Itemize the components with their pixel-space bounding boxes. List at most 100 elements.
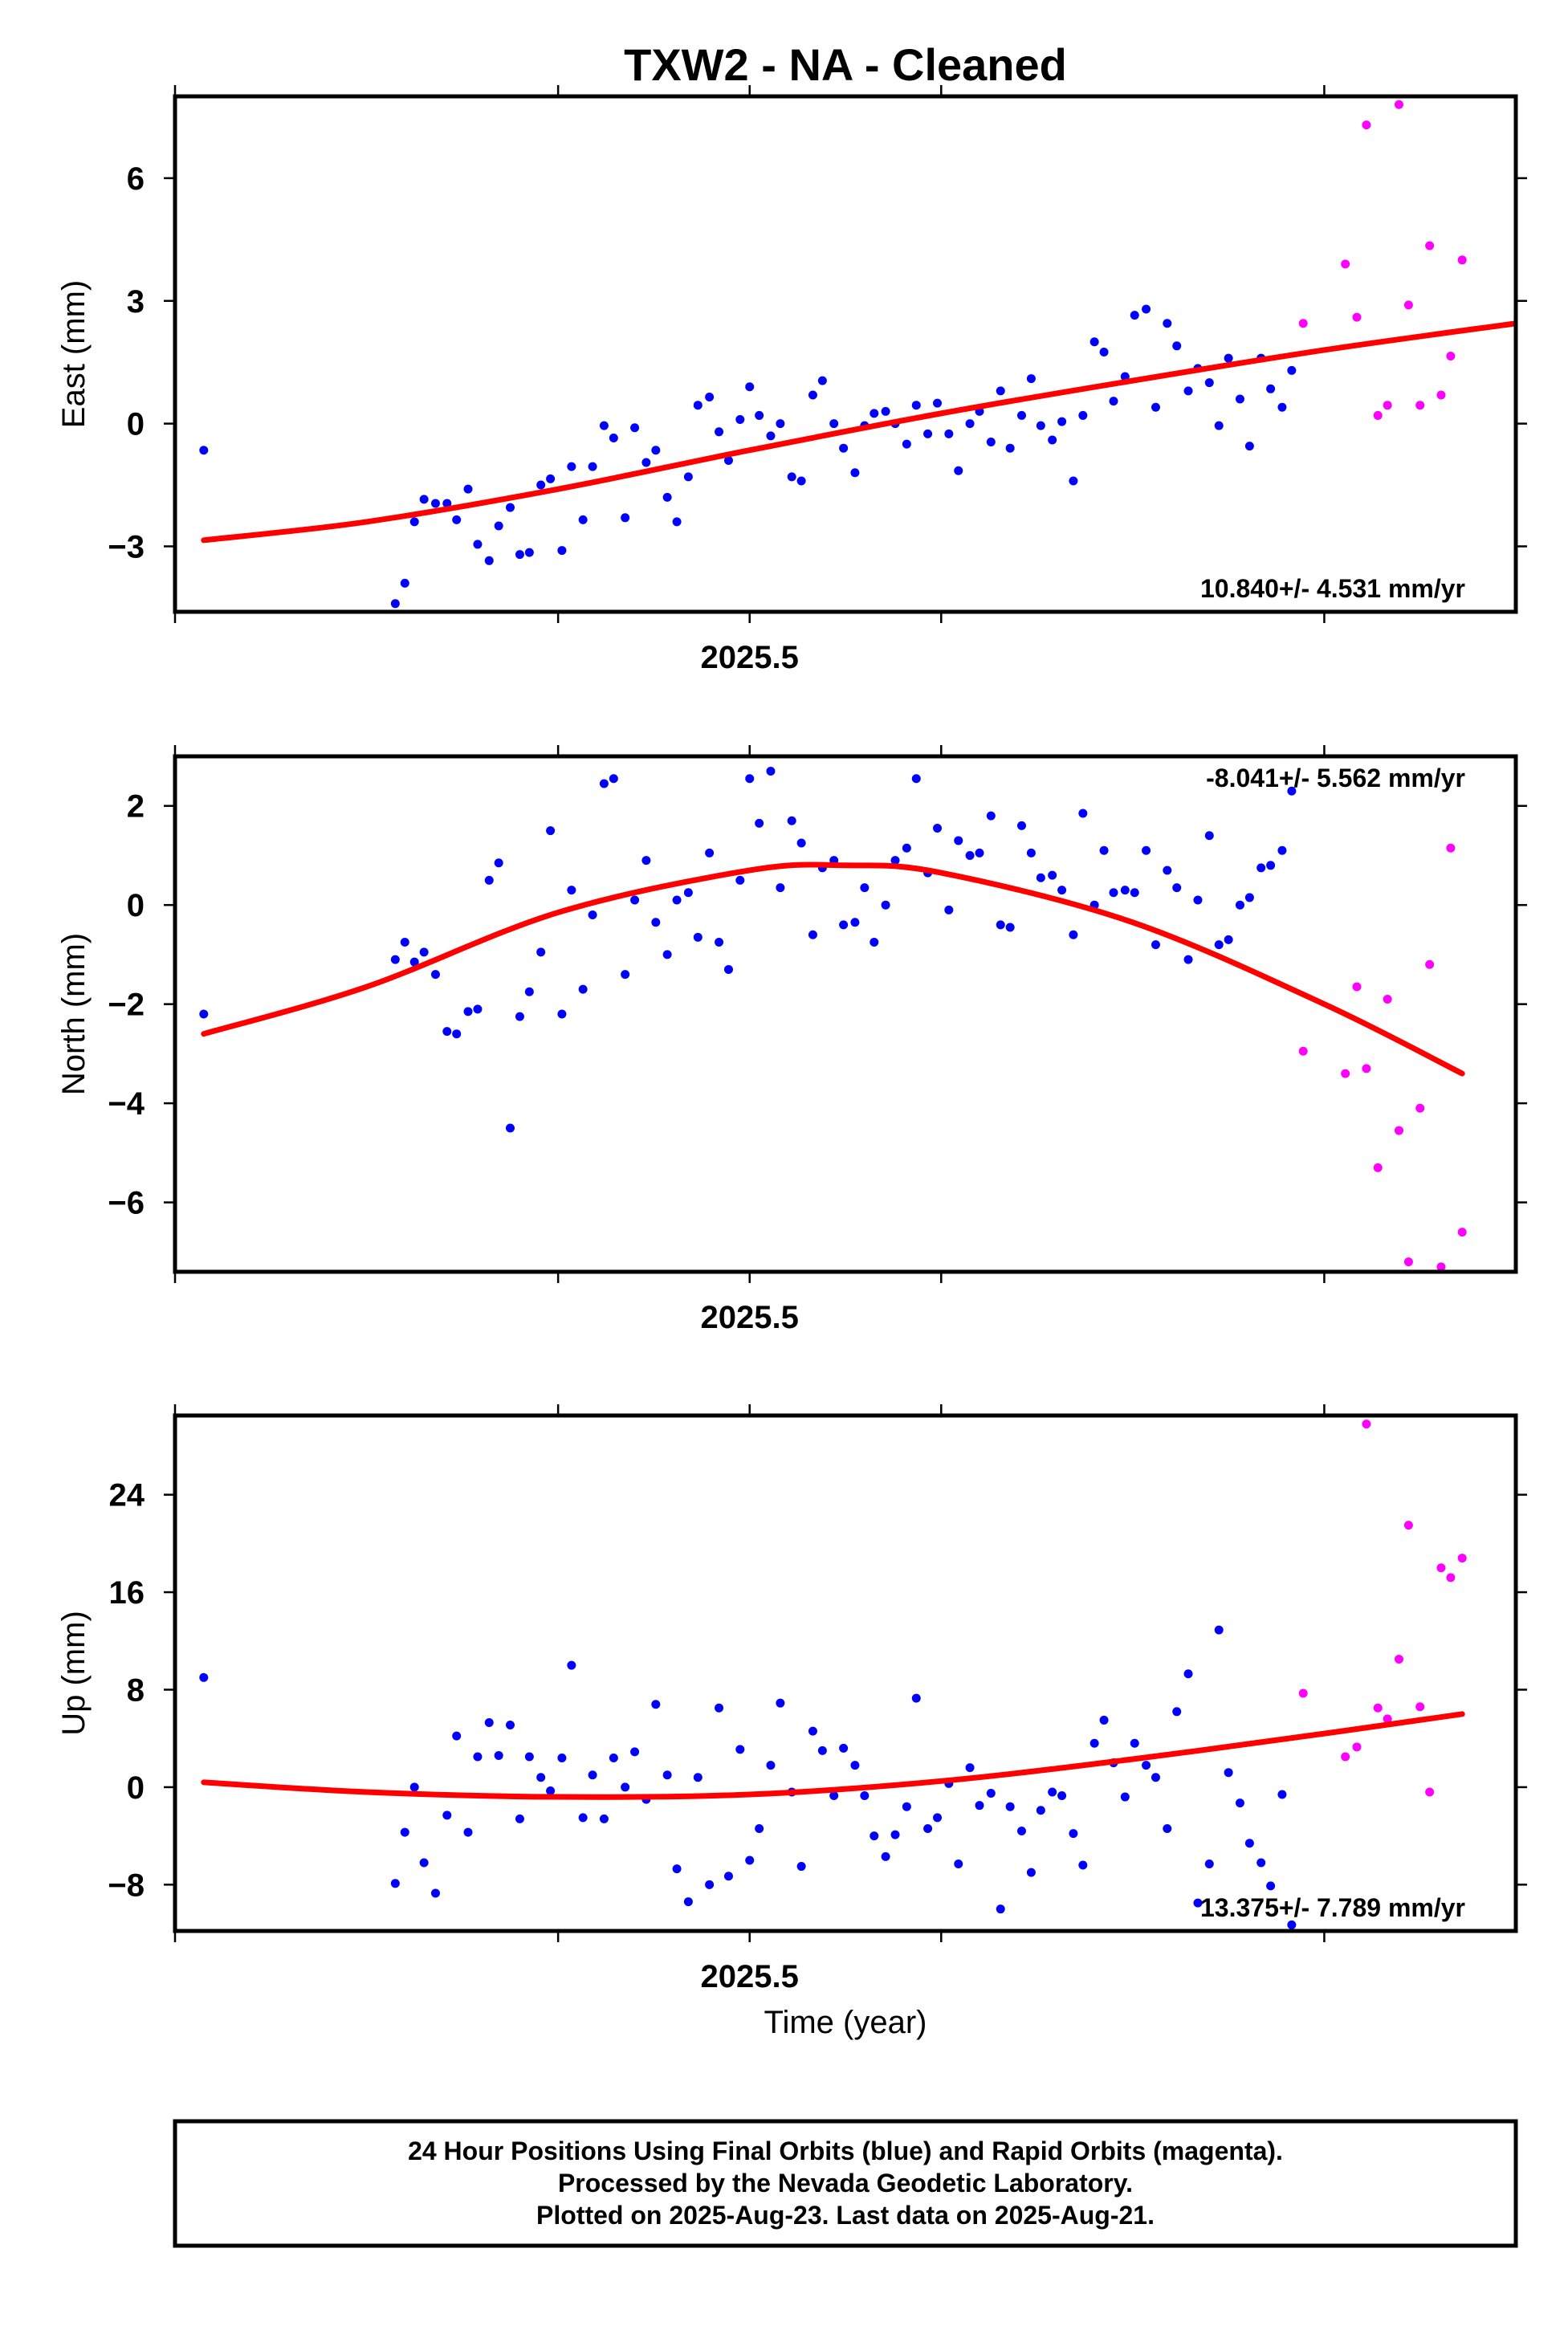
rapid-orbit-point	[1425, 241, 1435, 251]
y-axis-label: Up (mm)	[56, 1611, 92, 1736]
final-orbit-point	[1078, 809, 1088, 818]
final-orbit-point	[630, 895, 640, 905]
footer-box	[173, 2119, 1518, 2248]
final-orbit-point	[1048, 435, 1057, 445]
rapid-orbit-point	[1446, 1573, 1456, 1583]
final-orbit-point	[1048, 1787, 1057, 1797]
final-orbit-point	[494, 521, 503, 531]
final-orbit-point	[1099, 845, 1109, 855]
panel-frame	[173, 94, 1518, 614]
final-orbit-point	[1266, 1881, 1276, 1891]
rapid-orbit-point	[1415, 1702, 1425, 1712]
final-orbit-point	[870, 937, 879, 947]
final-orbit-point	[1235, 394, 1244, 404]
final-orbit-point	[662, 950, 672, 959]
rapid-orbit-point	[1362, 1420, 1371, 1429]
final-orbit-point	[755, 1824, 764, 1834]
rapid-orbit-point	[1403, 300, 1413, 310]
final-orbit-point	[506, 503, 515, 512]
final-orbit-point	[870, 1831, 879, 1841]
final-orbit-point	[1172, 1707, 1182, 1717]
final-orbit-point	[1026, 374, 1036, 384]
final-orbit-point	[588, 462, 597, 471]
final-orbit-point	[1214, 421, 1224, 430]
final-orbit-point	[933, 1813, 943, 1823]
final-orbit-point	[409, 517, 419, 527]
final-orbit-point	[672, 517, 682, 527]
final-orbit-point	[1277, 1790, 1287, 1799]
rapid-orbit-point	[1394, 1655, 1403, 1664]
final-orbit-point	[621, 970, 630, 980]
final-orbit-point	[1078, 410, 1088, 420]
x-axis-label: Time (year)	[764, 2005, 927, 2040]
final-orbit-point	[1183, 386, 1193, 396]
final-orbit-point	[1151, 1773, 1160, 1782]
final-orbit-point	[705, 848, 715, 857]
final-orbit-point	[1016, 821, 1026, 830]
final-orbit-point	[766, 1761, 776, 1770]
final-orbit-point	[723, 1872, 733, 1881]
x-tick-label: 2025.5	[701, 640, 799, 675]
final-orbit-point	[599, 1814, 609, 1823]
final-orbit-point	[1256, 863, 1266, 873]
final-orbit-point	[546, 1786, 556, 1795]
rate-annotation: 10.840+/- 4.531 mm/yr	[1200, 574, 1465, 603]
final-orbit-point	[723, 455, 733, 465]
final-orbit-point	[1244, 893, 1254, 902]
final-orbit-point	[1026, 848, 1036, 857]
final-orbit-point	[199, 1672, 209, 1682]
final-orbit-point	[515, 1012, 524, 1021]
final-orbit-point	[1069, 1829, 1078, 1839]
final-orbit-point	[954, 836, 963, 845]
rapid-orbit-point	[1373, 410, 1383, 420]
rapid-orbit-point	[1341, 1069, 1350, 1078]
final-orbit-point	[986, 811, 996, 821]
final-orbit-point	[400, 578, 409, 588]
panel-frame	[173, 1413, 1518, 1933]
y-tick-label: 24	[109, 1478, 145, 1513]
final-orbit-point	[933, 398, 943, 408]
final-orbit-point	[933, 824, 943, 833]
final-orbit-point	[1266, 384, 1276, 393]
final-orbit-point	[1287, 365, 1297, 375]
final-orbit-point	[536, 947, 546, 957]
final-orbit-point	[1005, 1802, 1015, 1811]
final-orbit-point	[1099, 347, 1109, 356]
final-orbit-point	[881, 406, 890, 416]
final-orbit-point	[735, 1745, 745, 1754]
final-orbit-point	[808, 930, 817, 939]
rapid-orbit-point	[1298, 319, 1308, 328]
final-orbit-point	[996, 920, 1005, 930]
y-axis-label: North (mm)	[56, 933, 92, 1095]
final-orbit-point	[557, 546, 567, 556]
rapid-orbit-point	[1425, 1787, 1435, 1797]
final-orbit-point	[766, 767, 776, 776]
footer-line-1: 24 Hour Positions Using Final Orbits (bl…	[408, 2137, 1283, 2165]
final-orbit-point	[1130, 888, 1139, 898]
rapid-orbit-point	[1436, 1262, 1446, 1272]
chart-title: TXW2 - NA - Cleaned	[624, 39, 1067, 90]
final-orbit-point	[430, 970, 440, 980]
final-orbit-point	[609, 774, 618, 784]
final-orbit-point	[1193, 1898, 1203, 1908]
final-orbit-point	[473, 1004, 483, 1014]
final-orbit-point	[850, 468, 860, 478]
up-panel: 2025.5 −8 0 8 16 24 Up (mm) 13.375+/- 7.789 mm/…	[56, 1404, 1527, 1994]
final-orbit-point	[651, 918, 661, 927]
rapid-orbit-point	[1383, 401, 1392, 410]
final-orbit-point	[1224, 1768, 1233, 1778]
final-orbit-point	[829, 1791, 839, 1801]
final-orbit-point	[902, 843, 911, 853]
final-orbit-point	[1036, 421, 1045, 430]
final-orbit-point	[683, 472, 693, 482]
final-orbit-point	[693, 932, 703, 942]
final-orbit-point	[409, 957, 419, 967]
final-orbit-point	[430, 1888, 440, 1898]
final-orbit-point	[1120, 886, 1130, 895]
final-orbit-point	[430, 499, 440, 508]
panel-frame	[173, 754, 1518, 1274]
final-orbit-point	[621, 1782, 630, 1792]
y-tick-label: −8	[108, 1868, 145, 1903]
final-orbit-point	[1204, 378, 1214, 388]
